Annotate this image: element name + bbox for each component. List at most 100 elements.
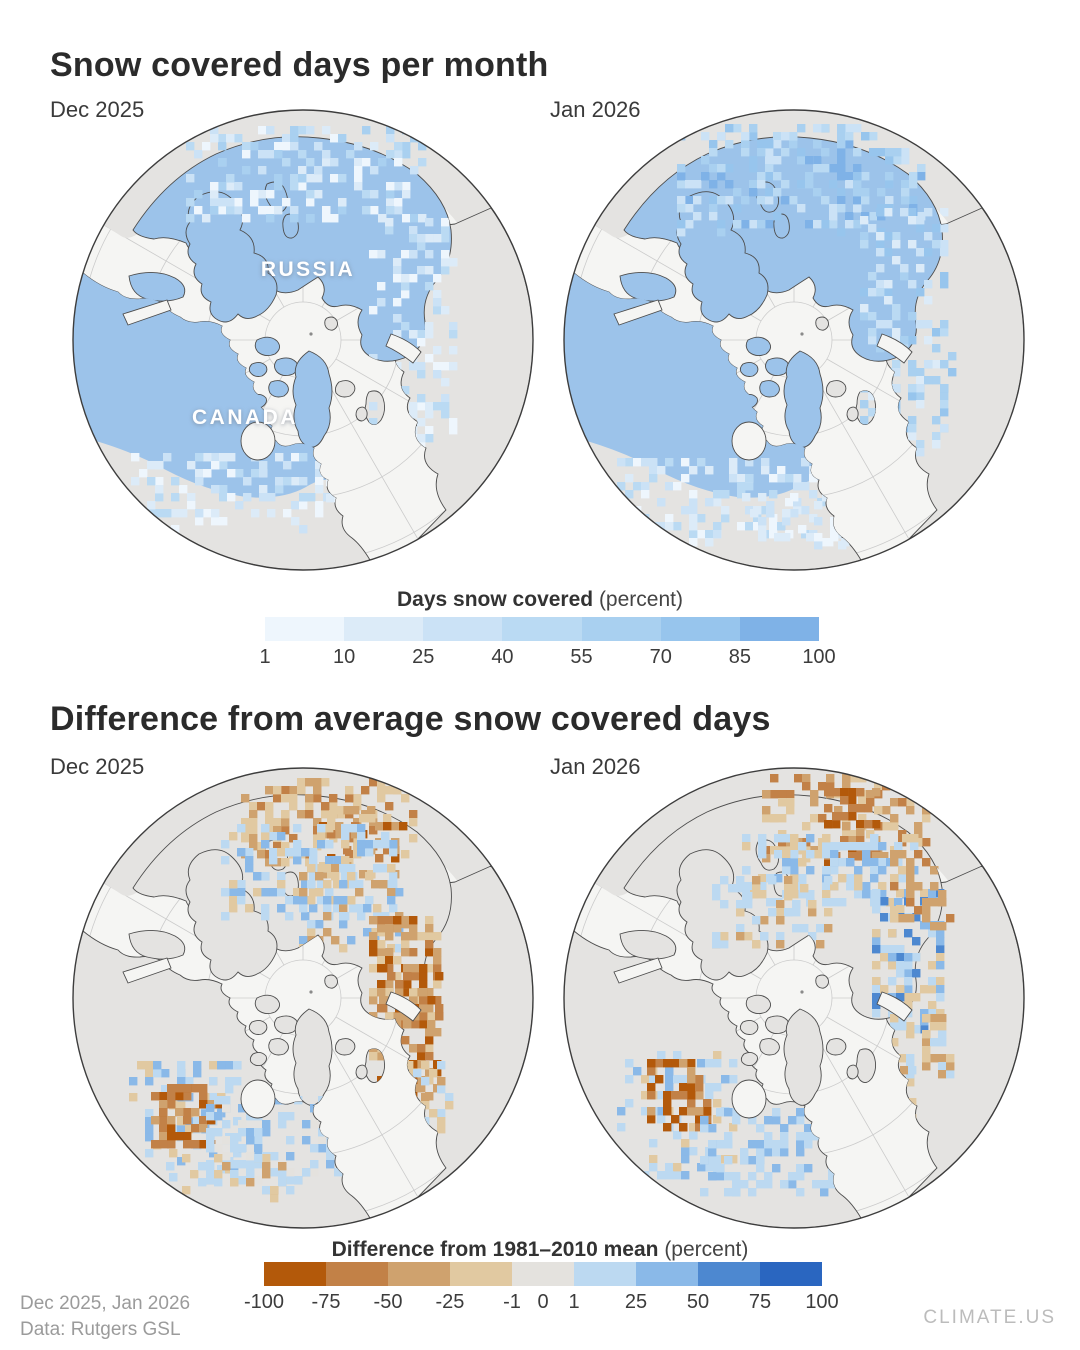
island-arctic-archipelago-1 xyxy=(254,336,280,357)
globe-outline xyxy=(72,767,534,1229)
island-iceland xyxy=(825,380,847,398)
legend-tick-label: 40 xyxy=(491,646,514,668)
landmass-eurasia-outer xyxy=(595,768,982,901)
island-iceland xyxy=(825,1038,847,1056)
map1-subtitle: Dec 2025 xyxy=(50,97,145,122)
island-svalbard xyxy=(815,316,829,331)
landmass-eurasia-outer xyxy=(104,768,491,901)
globe-outline xyxy=(563,767,1025,1229)
landmass-eurasia-outer xyxy=(595,110,982,243)
island-arctic-archipelago-2 xyxy=(765,357,790,377)
landmass-scandinavia xyxy=(676,849,769,981)
island-arctic-archipelago-3 xyxy=(248,361,268,377)
legend-tick-label: 100 xyxy=(802,646,836,668)
pole-dot xyxy=(800,990,804,994)
water-hudson-bay xyxy=(731,1079,767,1119)
legend-diff-title: Difference from 1981–2010 mean (percent) xyxy=(0,1238,1080,1262)
water-baltic-sea xyxy=(876,333,913,364)
map-label-russia: RUSSIA xyxy=(261,258,355,281)
map-snow-jan2026 xyxy=(562,108,1026,572)
landmass-chukotka xyxy=(128,272,186,302)
legend-color-segment xyxy=(739,617,819,641)
legend-color-segment xyxy=(326,1262,388,1286)
footer-data-source: Data: Rutgers GSL xyxy=(20,1319,181,1340)
landmass-chukotka xyxy=(619,272,677,302)
legend-tick-label: -25 xyxy=(435,1291,465,1313)
island-arctic-archipelago-2 xyxy=(765,1015,790,1035)
polar-map-svg xyxy=(72,767,534,1229)
legend-tick-label: 0 xyxy=(537,1291,549,1313)
water-bering-strait xyxy=(613,957,663,984)
map-label-canada: CANADA xyxy=(192,406,298,429)
water-hudson-bay xyxy=(240,1079,276,1119)
legend-tick-label: 1 xyxy=(259,646,271,668)
legend-snow-title: Days snow covered (percent) xyxy=(0,588,1080,612)
island-arctic-archipelago-3 xyxy=(248,1019,268,1035)
legend-snow-colorbar xyxy=(265,617,819,641)
legend-color-segment xyxy=(581,617,661,641)
pole-dot xyxy=(309,332,313,336)
island-arctic-archipelago-4 xyxy=(759,380,780,398)
legend-tick-label: 100 xyxy=(805,1291,839,1313)
legend-color-segment xyxy=(265,617,345,641)
legend-color-segment xyxy=(512,1262,574,1286)
legend-diff-colorbar xyxy=(264,1262,822,1286)
legend-color-segment xyxy=(423,617,503,641)
legend-tick-label: 55 xyxy=(570,646,593,668)
legend-color-segment xyxy=(574,1262,636,1286)
legend-color-segment xyxy=(636,1262,698,1286)
legend-color-segment xyxy=(502,617,582,641)
page-title-difference: Difference from average snow covered day… xyxy=(50,700,771,738)
island-arctic-archipelago-2 xyxy=(274,357,299,377)
legend-color-segment xyxy=(698,1262,760,1286)
island-svalbard xyxy=(324,974,338,989)
legend-snow-title-bold: Days snow covered xyxy=(397,588,594,611)
island-uk-2 xyxy=(846,1064,859,1080)
legend-snow-title-suffix: (percent) xyxy=(593,588,683,611)
legend-diff-title-suffix: (percent) xyxy=(658,1238,749,1261)
pole-dot xyxy=(800,332,804,336)
map-snow-dec2025: RUSSIA CANADA xyxy=(71,108,535,572)
island-arctic-archipelago-5 xyxy=(740,1051,758,1067)
island-uk-2 xyxy=(846,406,859,422)
island-arctic-archipelago-4 xyxy=(268,1038,289,1056)
island-greenland xyxy=(292,1008,333,1106)
island-iceland xyxy=(334,1038,356,1056)
island-arctic-archipelago-5 xyxy=(249,1051,267,1067)
landmass-scandinavia xyxy=(185,849,278,981)
map2-subtitle: Jan 2026 xyxy=(550,97,641,122)
footer-date-range: Dec 2025, Jan 2026 xyxy=(20,1293,191,1314)
globe-outline xyxy=(563,109,1025,571)
island-arctic-archipelago-1 xyxy=(745,994,771,1015)
island-arctic-archipelago-4 xyxy=(759,1038,780,1056)
legend-tick-label: 1 xyxy=(568,1291,580,1313)
legend-tick-label: 25 xyxy=(412,646,435,668)
legend-diff-ticks: -100 -75 -50 -25 -1 0 1 25 50 75 100 xyxy=(244,1291,839,1315)
island-uk-1 xyxy=(855,1048,877,1083)
legend-tick-label: 85 xyxy=(728,646,751,668)
globe-outline xyxy=(72,109,534,571)
water-bering-strait xyxy=(122,957,172,984)
island-arctic-archipelago-4 xyxy=(268,380,289,398)
island-uk-2 xyxy=(355,1064,368,1080)
legend-color-segment xyxy=(760,1262,822,1286)
island-svalbard xyxy=(324,316,338,331)
page-title-snow-days: Snow covered days per month xyxy=(50,46,549,84)
water-bering-strait xyxy=(122,299,172,326)
legend-tick-label: -1 xyxy=(503,1291,521,1313)
legend-color-segment xyxy=(388,1262,450,1286)
island-uk-2 xyxy=(355,406,368,422)
island-arctic-archipelago-1 xyxy=(745,336,771,357)
legend-color-segment xyxy=(660,617,740,641)
legend-tick-label: 50 xyxy=(686,1291,710,1313)
island-greenland xyxy=(783,1008,824,1106)
island-greenland xyxy=(292,350,333,448)
island-arctic-archipelago-2 xyxy=(274,1015,299,1035)
legend-tick-label: 75 xyxy=(748,1291,772,1313)
water-baltic-sea xyxy=(385,333,422,364)
landmass-scandinavia xyxy=(676,191,769,323)
island-arctic-archipelago-3 xyxy=(739,1019,759,1035)
legend-tick-label: 25 xyxy=(624,1291,648,1313)
legend-snow-ticks: 1 10 25 40 55 70 85 100 xyxy=(259,646,835,670)
island-greenland xyxy=(783,350,824,448)
